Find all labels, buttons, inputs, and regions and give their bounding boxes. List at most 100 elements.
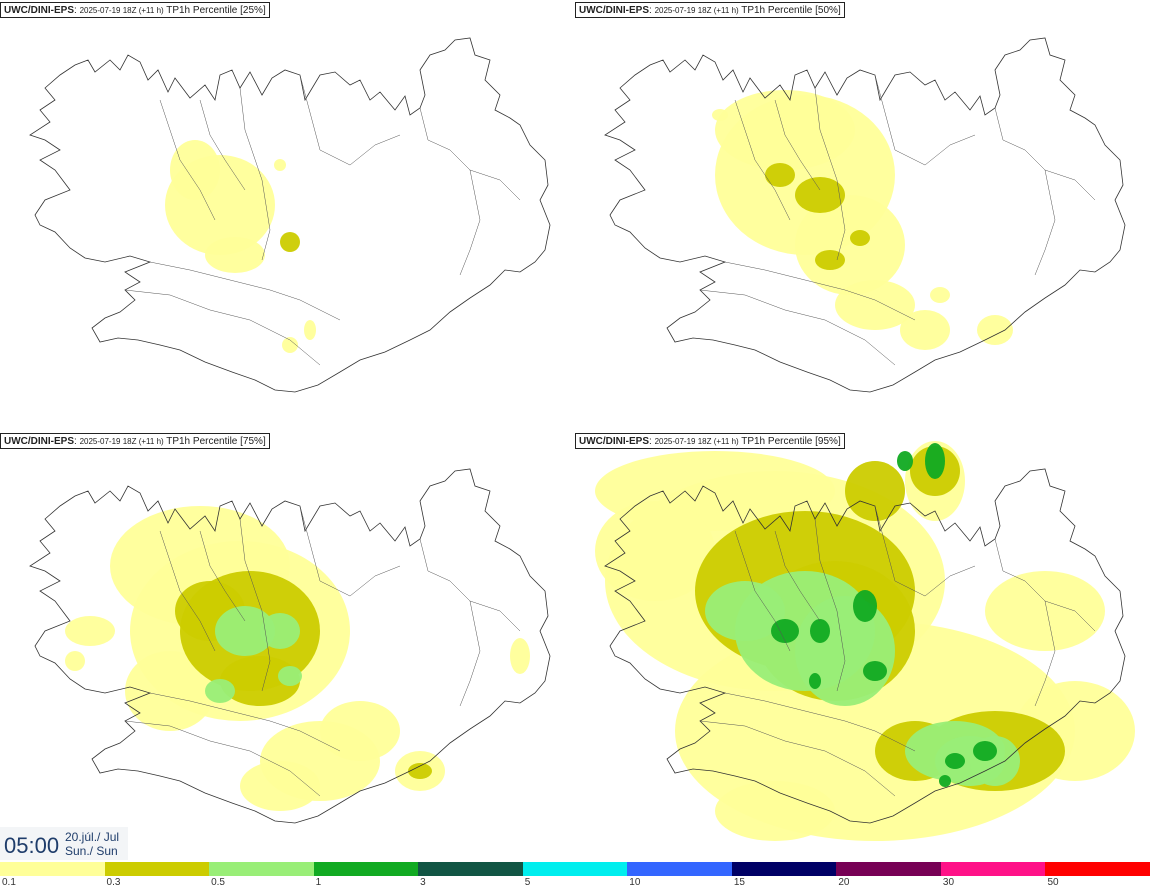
colorbar-segment bbox=[418, 862, 523, 876]
road-line bbox=[239, 518, 271, 692]
road-line bbox=[734, 530, 791, 652]
map-panel-p25: UWC/DINI-EPS: 2025-07-19 18Z (+11 h) TP1… bbox=[0, 0, 575, 430]
road-line bbox=[124, 289, 321, 366]
colorbar-segment bbox=[209, 862, 314, 876]
precip-area bbox=[795, 596, 895, 706]
precip-area bbox=[809, 673, 821, 689]
colorbar-segment bbox=[836, 862, 941, 876]
field-name: TP1h Percentile [95%] bbox=[741, 436, 841, 447]
precip-layer bbox=[165, 140, 316, 353]
map-panel-p50: UWC/DINI-EPS: 2025-07-19 18Z (+11 h) TP1… bbox=[575, 0, 1150, 430]
precip-area bbox=[985, 571, 1105, 651]
run-time: 2025-07-19 18Z (+11 h) bbox=[79, 437, 164, 446]
colorbar-tick-label: 10 bbox=[629, 877, 641, 888]
precip-area bbox=[260, 613, 300, 649]
precip-area bbox=[240, 761, 320, 811]
coastline bbox=[29, 468, 551, 824]
iceland-coastline bbox=[29, 468, 551, 824]
run-time: 2025-07-19 18Z (+11 h) bbox=[654, 437, 739, 446]
colorbar-segment bbox=[522, 862, 628, 876]
road-line bbox=[199, 530, 246, 622]
valid-time-date: 20.júl./ Jul Sun./ Sun bbox=[65, 830, 119, 858]
coastline bbox=[604, 37, 1126, 393]
panel-title: UWC/DINI-EPS: 2025-07-19 18Z (+11 h) TP1… bbox=[0, 2, 270, 18]
precip-area bbox=[320, 701, 400, 761]
precip-area bbox=[280, 232, 300, 252]
precip-area bbox=[973, 741, 997, 761]
precip-area bbox=[282, 337, 298, 353]
precip-area bbox=[408, 763, 432, 779]
precip-area bbox=[810, 619, 830, 643]
road-line bbox=[994, 538, 1096, 632]
colorbar-tick-label: 0.1 bbox=[2, 877, 16, 888]
precip-area bbox=[795, 177, 845, 213]
precip-layer bbox=[65, 506, 530, 811]
road-line bbox=[734, 99, 791, 221]
precip-area bbox=[205, 679, 235, 703]
colorbar-tick-label: 30 bbox=[942, 877, 955, 888]
road-line bbox=[994, 107, 1096, 201]
panel-title: UWC/DINI-EPS: 2025-07-19 18Z (+11 h) TP1… bbox=[0, 433, 270, 449]
colorbar-segment bbox=[0, 862, 105, 876]
precip-area bbox=[930, 287, 950, 303]
precip-area bbox=[220, 656, 300, 706]
road-line bbox=[419, 107, 521, 201]
coastline bbox=[604, 468, 1126, 824]
precip-layer bbox=[595, 441, 1135, 841]
colorbar-tick-label: 20 bbox=[838, 877, 850, 888]
precip-area bbox=[795, 195, 905, 295]
precip-layer bbox=[712, 90, 1013, 350]
model-name: UWC/DINI-EPS bbox=[4, 436, 74, 447]
valid-weekday: Sun./ Sun bbox=[65, 844, 118, 858]
run-time: 2025-07-19 18Z (+11 h) bbox=[79, 6, 164, 15]
precip-area bbox=[863, 661, 887, 681]
field-name: TP1h Percentile [25%] bbox=[166, 5, 266, 16]
road-line bbox=[699, 720, 896, 797]
colorbar-tick-label: 1 bbox=[315, 877, 322, 888]
road-line bbox=[159, 99, 216, 221]
model-name: UWC/DINI-EPS bbox=[579, 5, 649, 16]
precip-area bbox=[977, 315, 1013, 345]
precip-area bbox=[205, 237, 265, 273]
precip-area bbox=[900, 310, 950, 350]
road-line bbox=[419, 538, 521, 632]
precip-map bbox=[29, 37, 551, 393]
precip-area bbox=[65, 616, 115, 646]
panel-title: UWC/DINI-EPS: 2025-07-19 18Z (+11 h) TP1… bbox=[575, 2, 845, 18]
precip-area bbox=[595, 501, 715, 601]
precip-area bbox=[835, 280, 915, 330]
precip-colorbar bbox=[0, 862, 1150, 876]
precip-area bbox=[765, 163, 795, 187]
road-line bbox=[724, 261, 916, 321]
colorbar-segment bbox=[627, 862, 732, 876]
precip-area bbox=[771, 619, 799, 643]
panel-title: UWC/DINI-EPS: 2025-07-19 18Z (+11 h) TP1… bbox=[575, 433, 845, 449]
colorbar-segment bbox=[940, 862, 1046, 876]
colorbar-tick-label: 15 bbox=[733, 877, 745, 888]
road-line bbox=[774, 530, 821, 622]
precip-area bbox=[125, 651, 215, 731]
road-line bbox=[459, 169, 481, 276]
precip-area bbox=[939, 775, 951, 787]
colorbar-tick-label: 5 bbox=[524, 877, 531, 888]
road-line bbox=[149, 692, 341, 752]
road-line bbox=[874, 74, 976, 166]
coastline bbox=[29, 37, 551, 393]
precip-area bbox=[278, 666, 302, 686]
precip-map bbox=[29, 468, 551, 824]
model-name: UWC/DINI-EPS bbox=[579, 436, 649, 447]
iceland-coastline bbox=[604, 37, 1126, 393]
colorbar-segment bbox=[104, 862, 210, 876]
precip-area bbox=[850, 230, 870, 246]
valid-time-box: 05:00 20.júl./ Jul Sun./ Sun bbox=[0, 827, 128, 860]
road-line bbox=[459, 600, 481, 707]
precip-area bbox=[274, 159, 286, 171]
precip-area bbox=[715, 90, 855, 170]
road-line bbox=[239, 87, 271, 261]
field-name: TP1h Percentile [50%] bbox=[741, 5, 841, 16]
precip-map bbox=[595, 441, 1135, 841]
precip-area bbox=[845, 461, 905, 521]
precip-area bbox=[945, 753, 965, 769]
road-line bbox=[874, 505, 976, 597]
iceland-coastline bbox=[604, 468, 1126, 824]
